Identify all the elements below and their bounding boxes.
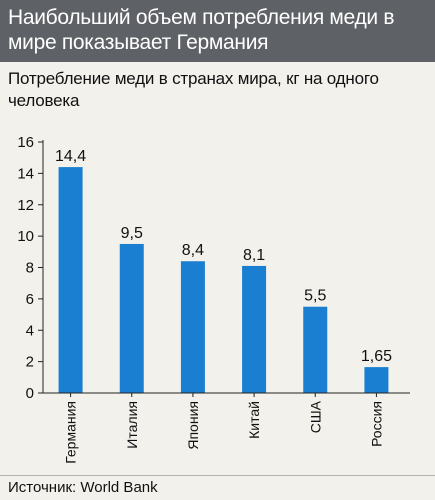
x-category-label: США (307, 400, 323, 433)
x-category-label: Китай (246, 401, 262, 439)
bar-value-label: 8,1 (243, 247, 265, 264)
bar (303, 306, 328, 393)
footer-divider (0, 475, 435, 476)
bar-value-label: 5,5 (304, 288, 326, 305)
bar (180, 261, 205, 393)
x-axis: Германия Италия Япония Китай США Россия (43, 392, 410, 464)
bar (58, 167, 83, 393)
y-tick-label: 6 (26, 291, 34, 308)
page-title: Наибольший объем потребления меди в мире… (8, 6, 395, 54)
bar (119, 243, 144, 393)
bar-value-label: 9,5 (121, 225, 143, 242)
bar-value-label: 8,4 (182, 242, 204, 259)
y-tick-label: 0 (26, 385, 34, 402)
bar-value-label: 1,65 (361, 348, 392, 365)
x-category-label: Россия (368, 401, 384, 447)
y-tick-label: 10 (17, 228, 34, 245)
y-tick-label: 14 (17, 165, 34, 182)
bar-chart: 0 2 4 6 8 10 12 14 16 14,4 9,5 8,4 8,1 5,5 1,65 Герма… (17, 134, 410, 464)
y-tick-label: 8 (26, 260, 34, 277)
y-tick-label: 2 (26, 354, 34, 371)
bar-value-label: 14,4 (55, 148, 86, 165)
y-axis: 0 2 4 6 8 10 12 14 16 (17, 134, 44, 402)
y-tick-label: 4 (26, 322, 34, 339)
header-bar: Наибольший объем потребления меди в мире… (0, 0, 435, 62)
y-tick-label: 16 (17, 134, 34, 151)
bars: 14,4 9,5 8,4 8,1 5,5 1,65 (55, 148, 392, 393)
x-category-label: Германия (63, 401, 79, 464)
y-tick-label: 12 (17, 197, 34, 214)
chart-subtitle: Потребление меди в странах мира, кг на о… (8, 69, 379, 110)
x-category-label: Италия (124, 401, 140, 449)
source-note: Источник: World Bank (8, 479, 158, 496)
bar (242, 265, 267, 393)
bar (364, 367, 389, 393)
x-category-label: Япония (185, 401, 201, 450)
